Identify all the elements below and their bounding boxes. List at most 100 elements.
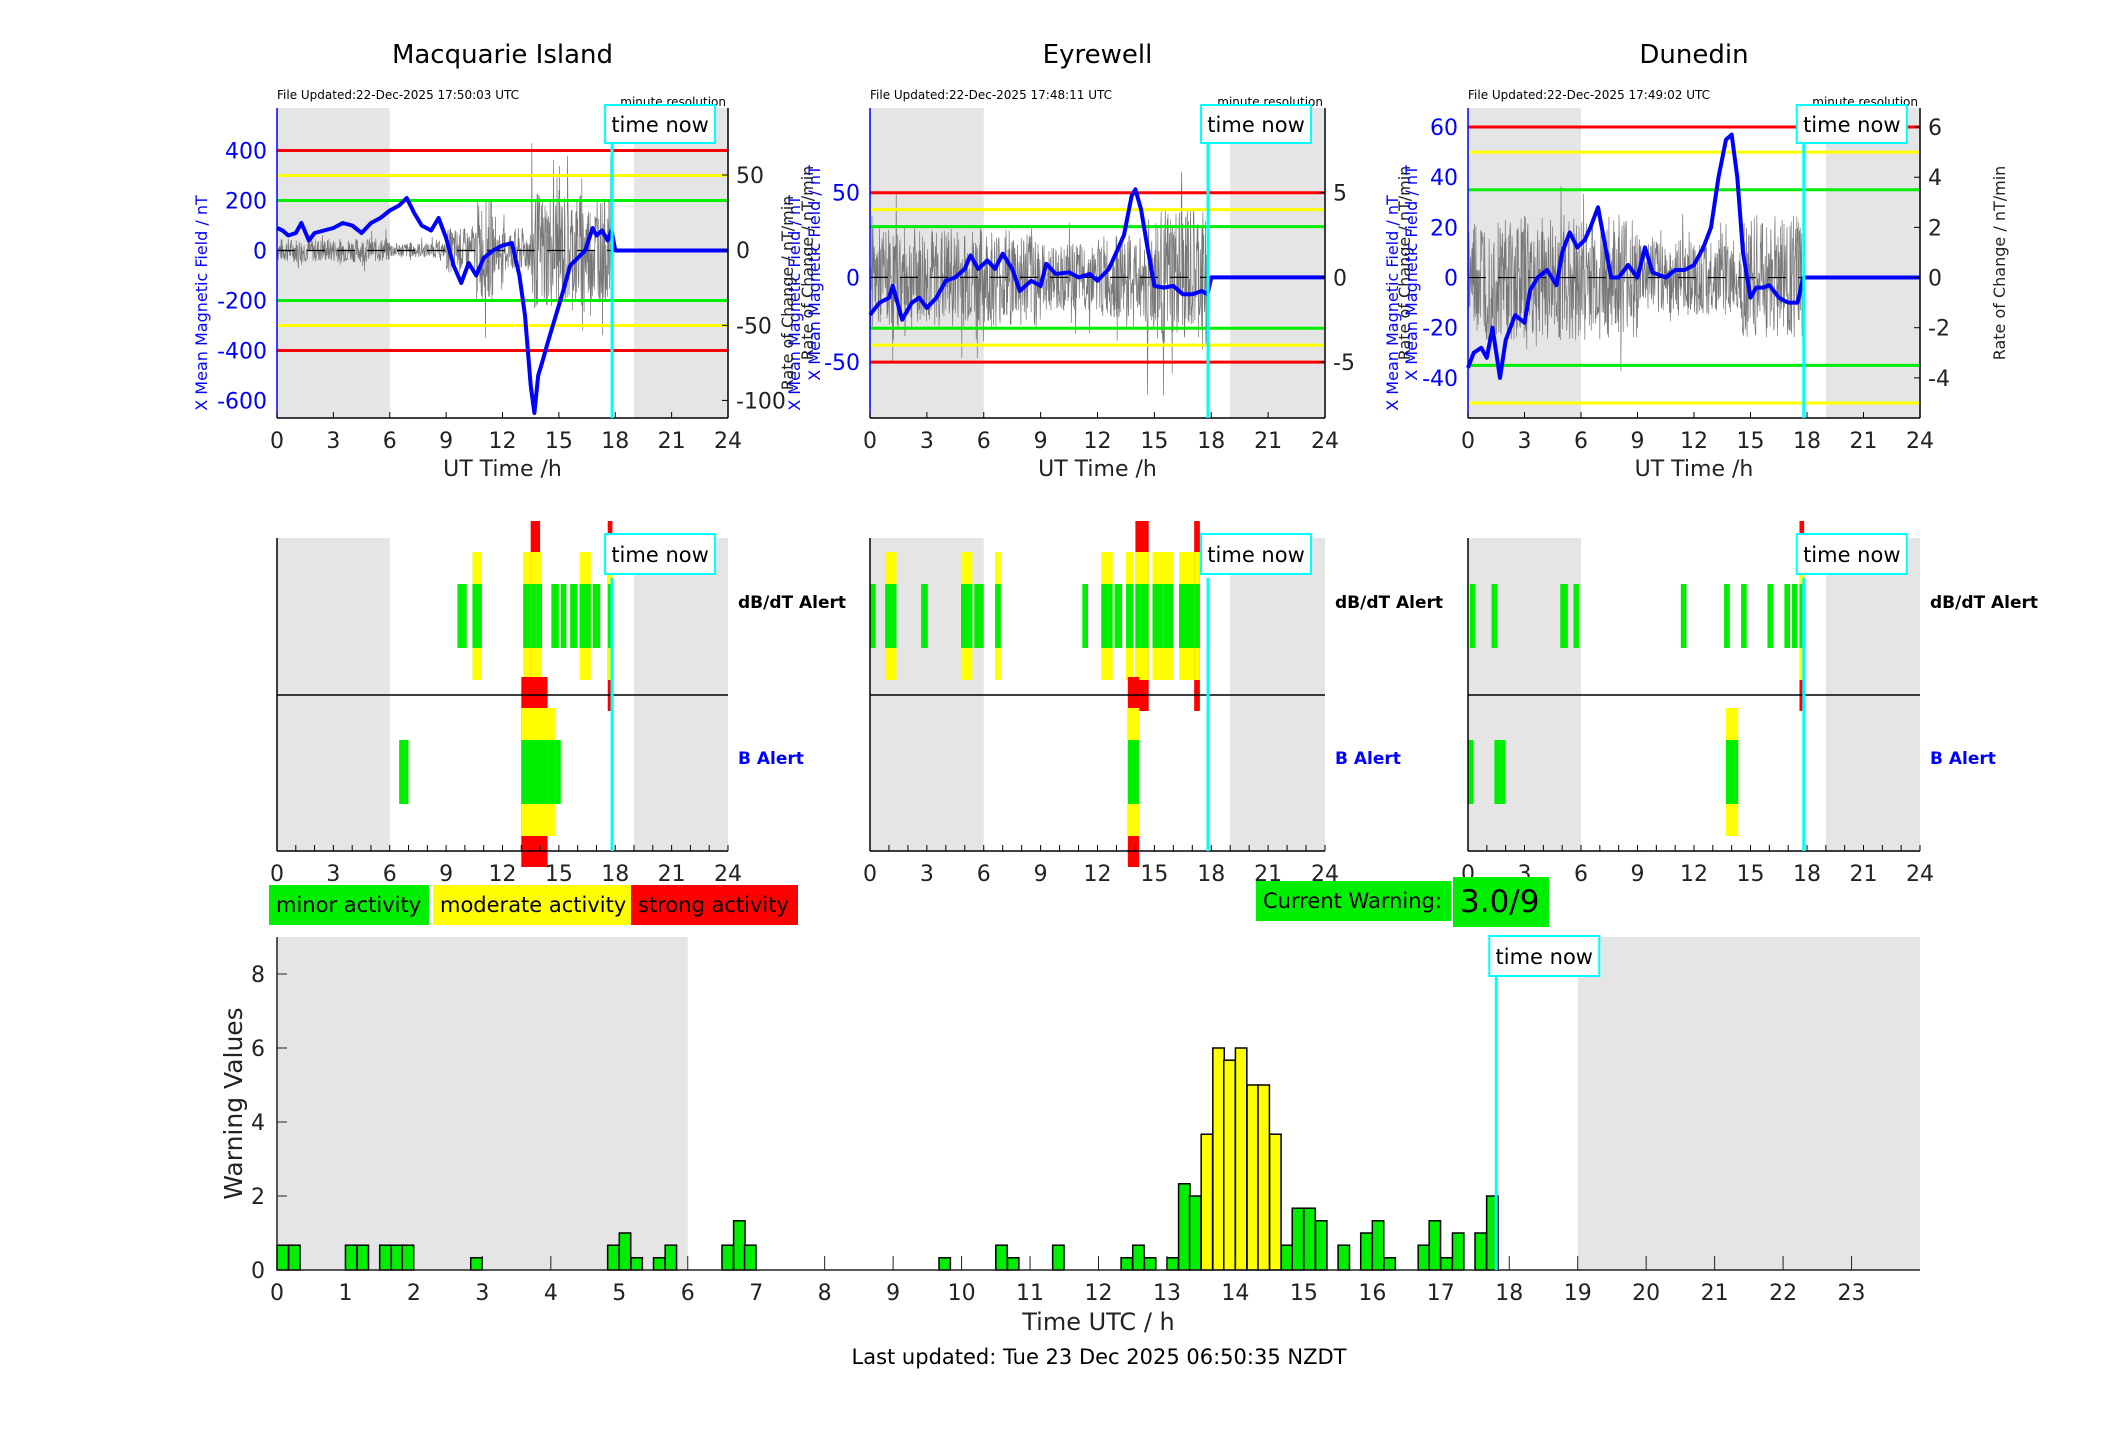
alert-x-tick-label: 21 <box>658 862 686 887</box>
alert-block-minor <box>1179 584 1195 648</box>
warning-bar <box>1234 1047 1248 1271</box>
magnetometer-chart-macquarie: Macquarie Island File Updated:22-Dec-2025… <box>192 40 824 482</box>
x-tick-label: 12 <box>1085 1281 1113 1306</box>
alert-x-tick-label: 6 <box>1574 862 1588 887</box>
x-tick-label: 20 <box>1632 1281 1660 1306</box>
night-shading <box>277 108 390 418</box>
alert-x-tick-label: 9 <box>1631 862 1645 887</box>
x-tick-label: 21 <box>1701 1281 1729 1306</box>
x-tick-label: 7 <box>749 1281 763 1306</box>
warning-bar <box>1440 1257 1453 1271</box>
y-axis-label-left: X Mean Magnetic Field / nT <box>192 195 211 411</box>
alert-block-minor <box>1163 584 1174 648</box>
alert-block-minor <box>592 584 601 648</box>
warning-bar <box>721 1244 735 1271</box>
x-tick-label: 21 <box>658 429 686 454</box>
x-axis-label: UT Time /h <box>443 457 562 482</box>
time-now-label: time now <box>1803 543 1900 567</box>
file-updated-text: File Updated:22-Dec-2025 17:48:11 UTC <box>870 88 1112 102</box>
warning-bar <box>938 1257 952 1271</box>
warning-bar <box>1166 1257 1180 1271</box>
x-tick-label: 9 <box>439 429 453 454</box>
alert-block-minor <box>1573 584 1580 648</box>
alert-block-minor <box>921 584 928 648</box>
alert-x-tick-label: 6 <box>977 862 991 887</box>
alert-x-tick-label: 12 <box>1680 862 1708 887</box>
warning-bar <box>1417 1244 1431 1271</box>
warning-bar <box>606 1244 620 1271</box>
alert-x-tick-label: 15 <box>1140 862 1168 887</box>
x-tick-label: 13 <box>1153 1281 1181 1306</box>
alert-x-tick-label: 0 <box>270 862 284 887</box>
alert-x-tick-label: 9 <box>1034 862 1048 887</box>
time-now-box <box>1200 104 1313 144</box>
warning-bar <box>1246 1084 1260 1271</box>
alert-block-minor <box>1152 584 1164 648</box>
alert-block-minor <box>1127 740 1140 804</box>
y-tick-label-right: 2 <box>1928 216 1942 241</box>
warning-bar <box>1188 1195 1202 1271</box>
y-tick-label-left: -400 <box>217 340 267 365</box>
x-tick-label: 21 <box>1254 429 1282 454</box>
y-tick-label-left: 0 <box>253 240 267 265</box>
warning-bar <box>664 1244 678 1271</box>
station-title: Macquarie Island <box>392 40 613 70</box>
alert-block-minor <box>1135 584 1149 648</box>
y-tick-label-right: 50 <box>736 164 764 189</box>
x-tick-label: 17 <box>1427 1281 1455 1306</box>
x-tick-label: 1 <box>338 1281 352 1306</box>
station-title: Eyrewell <box>1043 40 1153 70</box>
legend-moderate-activity: moderate activity <box>433 885 631 925</box>
magnetometer-chart-dunedin: Dunedin File Updated:22-Dec-2025 17:49:02… <box>1383 40 2009 482</box>
warning-bar <box>344 1244 358 1271</box>
time-now-box <box>604 104 717 144</box>
y-tick-label-right: 4 <box>1928 166 1942 191</box>
y-axis-label: Warning Values <box>219 1007 248 1199</box>
b-alert-label: B Alert <box>738 749 804 769</box>
x-tick-label: 22 <box>1769 1281 1797 1306</box>
alert-block-minor <box>570 584 578 648</box>
alert-block-minor <box>523 584 531 648</box>
alert-x-tick-label: 21 <box>1850 862 1878 887</box>
x-tick-label: 15 <box>1290 1281 1318 1306</box>
alert-x-tick-label: 18 <box>1197 862 1225 887</box>
time-now-box <box>1795 533 1908 575</box>
time-now-label: time now <box>611 113 708 137</box>
alert-block-minor <box>1114 584 1123 648</box>
y-tick-label-right: -2 <box>1928 317 1950 342</box>
warning-bar <box>1359 1232 1373 1271</box>
y-axis-label-right-overlap: X Mean Magnetic Field / nT <box>805 165 824 381</box>
file-updated-text: File Updated:22-Dec-2025 17:49:02 UTC <box>1468 88 1710 102</box>
y-tick-label-left: -20 <box>1422 317 1458 342</box>
x-tick-label: 8 <box>818 1281 832 1306</box>
alert-block-minor <box>1741 584 1747 648</box>
night-shading <box>1230 108 1325 418</box>
y-axis-label-right: Rate of Change / nT/min <box>1990 166 2009 361</box>
warning-bar <box>1383 1257 1397 1271</box>
alert-x-tick-label: 18 <box>1793 862 1821 887</box>
time-now-label: time now <box>611 543 708 567</box>
y-tick-label: 6 <box>251 1037 265 1062</box>
warning-bar <box>618 1232 632 1271</box>
x-tick-label: 18 <box>1793 429 1821 454</box>
y-tick-label-right: -4 <box>1928 367 1950 392</box>
x-tick-label: 6 <box>977 429 991 454</box>
x-tick-label: 0 <box>1461 429 1475 454</box>
alert-block-minor <box>1791 584 1798 648</box>
warning-bar <box>356 1244 370 1271</box>
warning-bar <box>1451 1232 1465 1271</box>
x-tick-label: 15 <box>1737 429 1765 454</box>
warning-bar <box>378 1244 392 1271</box>
y-tick-label-left: 40 <box>1430 166 1458 191</box>
y-axis-label-left-overlap: Rate of Change / nT/min <box>778 196 797 391</box>
x-tick-label: 14 <box>1221 1281 1249 1306</box>
y-tick-label-right: -50 <box>736 314 772 339</box>
y-axis-label-left: X Mean Magnetic Field / nT <box>785 195 804 411</box>
x-tick-label: 24 <box>1311 429 1339 454</box>
night-shading <box>277 937 688 1270</box>
time-now-box <box>604 533 717 575</box>
warning-bar <box>743 1244 757 1271</box>
rate-of-change-trace <box>1467 186 1804 372</box>
alert-x-tick-label: 3 <box>920 862 934 887</box>
